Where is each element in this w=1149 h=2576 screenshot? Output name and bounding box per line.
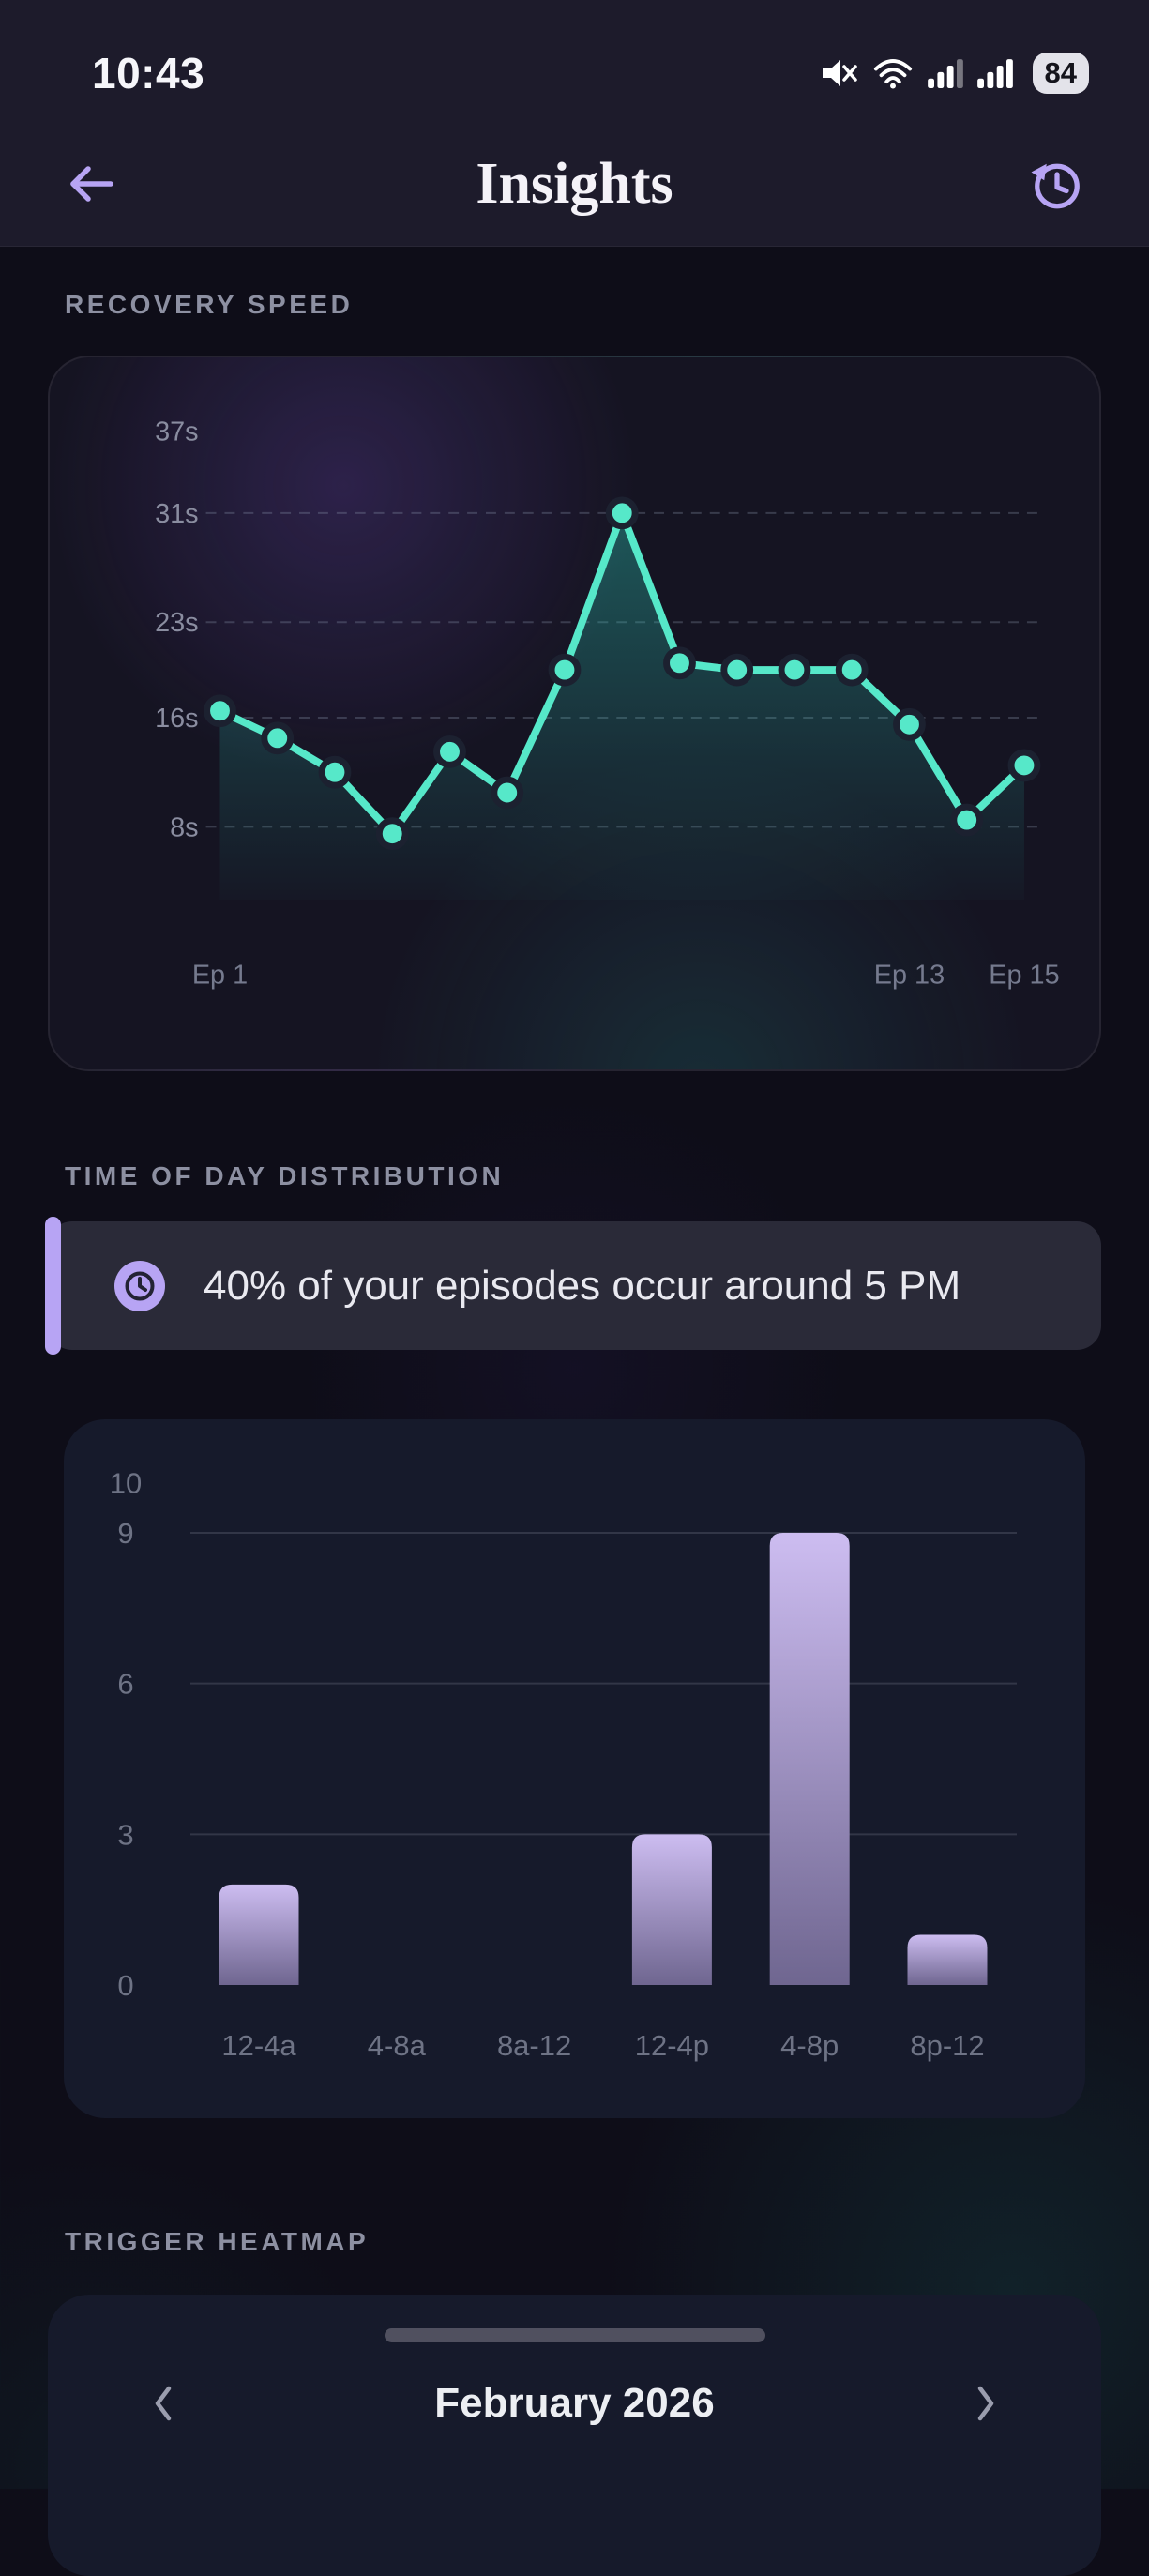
clock-history-icon (1029, 156, 1085, 212)
main-content: RECOVERY SPEED 37s 31s 23s 16s 8s Ep 1 Ep 13 Ep… (0, 290, 1149, 2576)
svg-text:12-4p: 12-4p (635, 2029, 709, 2062)
month-label: February 2026 (434, 2380, 715, 2426)
svg-text:6: 6 (117, 1668, 133, 1701)
svg-text:37s: 37s (155, 417, 198, 447)
section-label-recovery-speed: RECOVERY SPEED (65, 290, 354, 319)
svg-text:Ep 13: Ep 13 (874, 960, 945, 990)
status-time: 10:43 (92, 49, 205, 98)
status-bar: 10:43 (0, 24, 1149, 122)
svg-text:8p-12: 8p-12 (910, 2029, 984, 2062)
status-icons: 84 (821, 52, 1089, 95)
time-of-day-chart-card: 10 9 6 3 0 12-4a 4-8a 8a-12 12-4p 4-8p 8p-12 (64, 1419, 1085, 2118)
svg-text:23s: 23s (155, 608, 198, 638)
banner-accent-bar (45, 1217, 61, 1355)
svg-text:4-8p: 4-8p (780, 2029, 839, 2062)
previous-month-button[interactable] (153, 2386, 174, 2421)
next-month-button[interactable] (975, 2386, 996, 2421)
svg-text:12-4a: 12-4a (221, 2029, 296, 2062)
chevron-left-icon (153, 2386, 174, 2421)
muted-speaker-icon (821, 57, 858, 89)
cellular-signal-icon (927, 58, 963, 88)
trigger-heatmap-card: February 2026 (48, 2295, 1101, 2576)
arrow-left-icon (64, 162, 116, 205)
svg-text:Ep 1: Ep 1 (192, 960, 248, 990)
recovery-speed-chart-card: 37s 31s 23s 16s 8s Ep 1 Ep 13 Ep 15 (48, 356, 1101, 1071)
svg-text:0: 0 (117, 1969, 133, 2002)
svg-text:8a-12: 8a-12 (497, 2029, 571, 2062)
top-bar: 10:43 (0, 0, 1149, 247)
battery-indicator: 84 (1032, 52, 1089, 95)
month-navigation: February 2026 (48, 2380, 1101, 2427)
recovery-speed-line-chart: 37s 31s 23s 16s 8s Ep 1 Ep 13 Ep 15 (155, 417, 1059, 991)
clock-badge-icon (113, 1260, 166, 1312)
section-label-time-of-day: TIME OF DAY DISTRIBUTION (65, 1161, 505, 1190)
page-title: Insights (476, 151, 673, 216)
time-of-day-bar-chart: 10 9 6 3 0 12-4a 4-8a 8a-12 12-4p 4-8p 8p-12 (110, 1466, 1017, 2062)
back-button[interactable] (64, 162, 116, 205)
svg-text:31s: 31s (155, 499, 198, 529)
chevron-right-icon (975, 2386, 996, 2421)
insight-banner-text: 40% of your episodes occur around 5 PM (204, 1262, 961, 1309)
section-label-trigger-heatmap: TRIGGER HEATMAP (65, 2227, 370, 2256)
svg-text:8s: 8s (170, 812, 198, 842)
scroll-indicator[interactable] (384, 2328, 765, 2342)
svg-text:Ep 15: Ep 15 (989, 960, 1059, 990)
svg-text:4-8a: 4-8a (368, 2029, 427, 2062)
header: Insights (0, 122, 1149, 246)
svg-text:16s: 16s (155, 704, 198, 734)
history-button[interactable] (1029, 156, 1085, 212)
cellular-signal-icon-2 (976, 58, 1013, 88)
wifi-icon (872, 57, 914, 89)
svg-text:9: 9 (117, 1517, 133, 1550)
insight-banner: 40% of your episodes occur around 5 PM (45, 1217, 1101, 1355)
svg-text:3: 3 (117, 1818, 133, 1851)
svg-text:10: 10 (110, 1466, 142, 1499)
